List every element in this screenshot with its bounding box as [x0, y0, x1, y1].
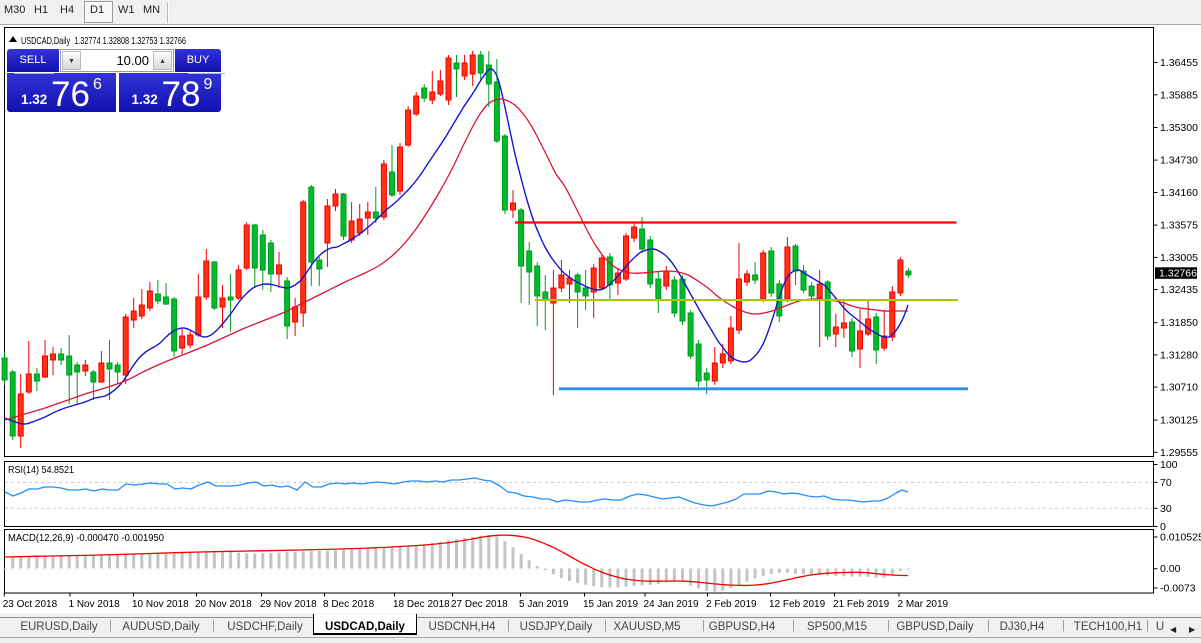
- svg-text:1.34730: 1.34730: [1160, 155, 1198, 167]
- svg-text:27 Dec 2018: 27 Dec 2018: [451, 599, 508, 610]
- svg-text:30: 30: [1160, 503, 1172, 515]
- svg-text:0: 0: [1160, 521, 1166, 533]
- svg-text:20 Nov 2018: 20 Nov 2018: [195, 599, 252, 610]
- svg-text:2 Mar 2019: 2 Mar 2019: [898, 599, 949, 610]
- svg-text:21 Feb 2019: 21 Feb 2019: [833, 599, 890, 610]
- svg-text:18 Dec 2018: 18 Dec 2018: [393, 599, 450, 610]
- svg-text:1.30125: 1.30125: [1160, 415, 1198, 427]
- svg-text:1.31280: 1.31280: [1160, 349, 1198, 361]
- svg-text:1.35300: 1.35300: [1160, 122, 1198, 134]
- svg-text:0.010525: 0.010525: [1160, 532, 1201, 544]
- svg-text:70: 70: [1160, 477, 1172, 489]
- svg-text:1.29555: 1.29555: [1160, 447, 1198, 459]
- svg-text:100: 100: [1160, 459, 1178, 471]
- svg-text:10 Nov 2018: 10 Nov 2018: [132, 599, 189, 610]
- svg-text:2 Feb 2019: 2 Feb 2019: [706, 599, 757, 610]
- svg-text:24 Jan 2019: 24 Jan 2019: [644, 599, 699, 610]
- svg-text:0.00: 0.00: [1160, 563, 1181, 575]
- svg-text:1.30710: 1.30710: [1160, 382, 1198, 394]
- svg-text:8 Dec 2018: 8 Dec 2018: [323, 599, 375, 610]
- svg-text:5 Jan 2019: 5 Jan 2019: [519, 599, 569, 610]
- svg-text:23 Oct 2018: 23 Oct 2018: [3, 599, 58, 610]
- svg-text:1.31850: 1.31850: [1160, 317, 1198, 329]
- svg-text:1.33005: 1.33005: [1160, 252, 1198, 264]
- svg-text:1.32435: 1.32435: [1160, 284, 1198, 296]
- svg-text:15 Jan 2019: 15 Jan 2019: [583, 599, 638, 610]
- svg-text:1.33575: 1.33575: [1160, 220, 1198, 232]
- svg-text:29 Nov 2018: 29 Nov 2018: [260, 599, 317, 610]
- svg-text:1.34160: 1.34160: [1160, 187, 1198, 199]
- svg-text:USDCAD,Daily 1.32774 1.32808: USDCAD,Daily 1.32774 1.32808 1.32753 1.3…: [21, 36, 186, 47]
- svg-text:1 Nov 2018: 1 Nov 2018: [69, 599, 121, 610]
- svg-text:1.36455: 1.36455: [1160, 57, 1198, 69]
- svg-text:RSI(14) 54.8521: RSI(14) 54.8521: [8, 465, 74, 476]
- svg-text:1.32766: 1.32766: [1159, 268, 1197, 280]
- svg-text:-0.0073: -0.0073: [1160, 583, 1196, 595]
- svg-text:MACD(12,26,9) -0.000470 -0.001: MACD(12,26,9) -0.000470 -0.001950: [8, 533, 164, 544]
- svg-text:1.35885: 1.35885: [1160, 89, 1198, 101]
- svg-text:12 Feb 2019: 12 Feb 2019: [769, 599, 826, 610]
